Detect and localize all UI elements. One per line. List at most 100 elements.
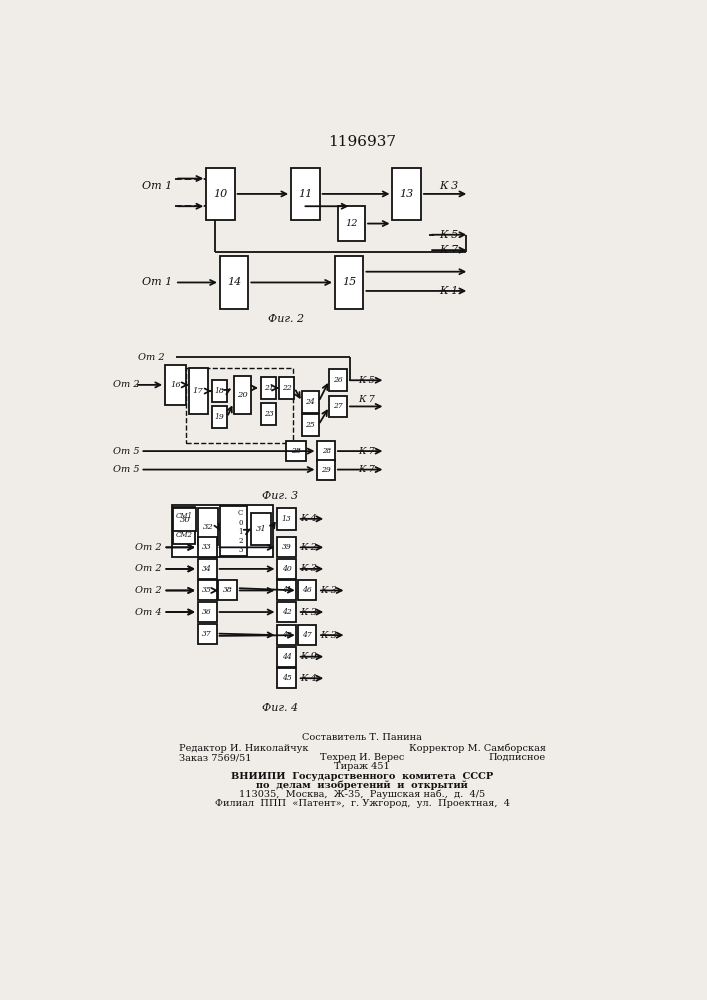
Text: 43: 43 — [282, 631, 291, 639]
Text: 40: 40 — [282, 565, 291, 573]
Text: ВНИИПИ  Государственного  комитета  СССР: ВНИИПИ Государственного комитета СССР — [231, 772, 493, 781]
Text: 28: 28 — [291, 447, 301, 455]
Bar — [198, 559, 216, 579]
Bar — [198, 580, 216, 600]
Text: СМ1: СМ1 — [176, 512, 193, 520]
Text: 16: 16 — [170, 381, 181, 389]
Text: К 3: К 3 — [320, 631, 337, 640]
Text: 47: 47 — [302, 631, 312, 639]
Text: Фиг. 2: Фиг. 2 — [267, 314, 304, 324]
Text: К 9: К 9 — [300, 652, 317, 661]
Text: К 7: К 7 — [358, 465, 375, 474]
Text: 25: 25 — [305, 421, 315, 429]
Bar — [298, 625, 316, 645]
Text: 32: 32 — [202, 523, 214, 531]
Text: От 5: От 5 — [113, 465, 140, 474]
Bar — [206, 168, 235, 220]
Text: 24: 24 — [305, 398, 315, 406]
Text: 18: 18 — [214, 387, 224, 395]
Text: 29: 29 — [321, 466, 331, 474]
Bar — [189, 368, 208, 414]
Bar — [298, 580, 316, 600]
Bar — [317, 441, 335, 461]
Bar — [277, 580, 296, 600]
Text: 38: 38 — [223, 586, 233, 594]
Text: 41: 41 — [282, 586, 291, 594]
Bar — [335, 256, 363, 309]
Bar — [198, 602, 216, 622]
Text: 21: 21 — [264, 384, 274, 392]
Text: К 5: К 5 — [439, 230, 458, 240]
Text: От 1: От 1 — [142, 277, 173, 287]
Text: 33: 33 — [202, 543, 212, 551]
Text: Подписное: Подписное — [489, 753, 546, 762]
Text: Редактор И. Николайчук: Редактор И. Николайчук — [179, 744, 308, 753]
Text: 10: 10 — [214, 189, 228, 199]
Text: 3: 3 — [238, 546, 243, 554]
Text: 17: 17 — [193, 387, 204, 395]
Bar — [251, 513, 271, 545]
Bar — [286, 441, 306, 461]
Bar — [277, 559, 296, 579]
Bar — [173, 507, 195, 524]
Bar — [172, 505, 273, 557]
Bar — [291, 168, 320, 220]
Text: 19: 19 — [214, 413, 224, 421]
Text: К 5: К 5 — [358, 376, 375, 385]
Text: 45: 45 — [282, 674, 291, 682]
Text: C: C — [238, 509, 243, 517]
Bar — [173, 508, 197, 531]
Text: От 2: От 2 — [135, 543, 162, 552]
Text: 2: 2 — [238, 537, 243, 545]
Text: 14: 14 — [227, 277, 241, 287]
Text: 42: 42 — [282, 608, 291, 616]
Text: К 7: К 7 — [439, 245, 458, 255]
Text: Составитель Т. Панина: Составитель Т. Панина — [303, 733, 422, 742]
Text: 27: 27 — [334, 402, 343, 410]
Text: К 3: К 3 — [439, 181, 458, 191]
Text: 30: 30 — [180, 516, 190, 524]
Bar — [277, 625, 296, 645]
Bar — [261, 403, 276, 425]
Text: 44: 44 — [282, 653, 291, 661]
Bar — [211, 406, 227, 428]
Text: 31: 31 — [256, 525, 267, 533]
Text: 46: 46 — [302, 586, 312, 594]
Bar — [277, 537, 296, 557]
Text: 26: 26 — [334, 376, 343, 384]
Text: 13: 13 — [282, 515, 291, 523]
Text: От 2: От 2 — [113, 380, 140, 389]
Text: 20: 20 — [237, 391, 247, 399]
Text: 1196937: 1196937 — [328, 135, 397, 149]
Text: 22: 22 — [282, 384, 291, 392]
Text: От 5: От 5 — [113, 447, 140, 456]
Text: 39: 39 — [282, 543, 291, 551]
Bar — [277, 602, 296, 622]
Text: 12: 12 — [345, 219, 358, 228]
Text: Тираж 451: Тираж 451 — [334, 762, 390, 771]
Text: К 7: К 7 — [358, 395, 375, 404]
Bar — [186, 368, 293, 443]
Text: От 2: От 2 — [138, 353, 164, 362]
Text: К 3: К 3 — [300, 564, 317, 573]
Text: Корректор М. Самборская: Корректор М. Самборская — [409, 744, 546, 753]
Bar — [218, 580, 237, 600]
Bar — [329, 369, 347, 391]
Text: Филиал  ППП  «Патент»,  г. Ужгород,  ул.  Проектная,  4: Филиал ППП «Патент», г. Ужгород, ул. Про… — [215, 799, 510, 808]
Bar — [277, 668, 296, 688]
Text: К 1: К 1 — [439, 286, 458, 296]
Text: Техред И. Верес: Техред И. Верес — [320, 753, 404, 762]
Text: От 2: От 2 — [135, 564, 162, 573]
Text: К 3: К 3 — [320, 586, 337, 595]
Bar — [279, 377, 294, 399]
Bar — [198, 624, 216, 644]
Text: 34: 34 — [202, 565, 212, 573]
Text: 113035,  Москва,  Ж-35,  Раушская наб.,  д.  4/5: 113035, Москва, Ж-35, Раушская наб., д. … — [239, 790, 486, 799]
Text: Фиг. 4: Фиг. 4 — [262, 703, 298, 713]
Text: 1: 1 — [238, 528, 243, 536]
Bar — [329, 396, 347, 417]
Text: по  делам  изобретений  и  открытий: по делам изобретений и открытий — [257, 781, 468, 790]
Bar — [302, 391, 319, 413]
Text: 13: 13 — [399, 189, 414, 199]
Text: 0: 0 — [238, 519, 243, 527]
